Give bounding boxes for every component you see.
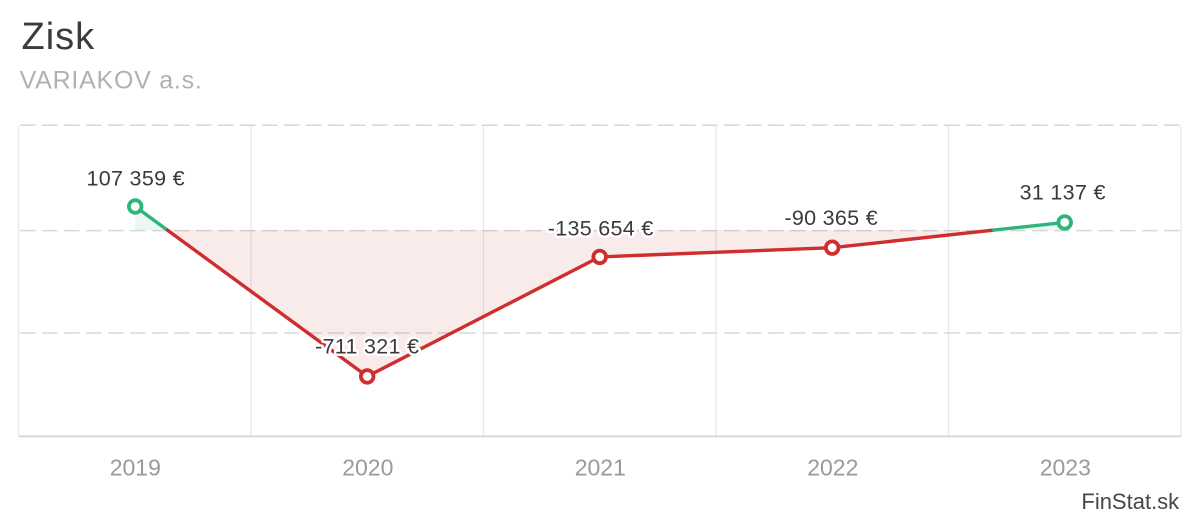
svg-text:2023: 2023 <box>1040 454 1091 480</box>
svg-text:-135 654 €: -135 654 € <box>548 216 654 240</box>
svg-text:-90 365 €: -90 365 € <box>784 206 878 230</box>
svg-text:2019: 2019 <box>110 454 161 480</box>
svg-text:107 359 €: 107 359 € <box>87 167 185 191</box>
svg-text:VARIAKOV a.s.: VARIAKOV a.s. <box>20 66 203 94</box>
svg-text:2022: 2022 <box>807 454 858 480</box>
svg-text:FinStat.sk: FinStat.sk <box>1081 489 1180 514</box>
svg-text:Zisk: Zisk <box>22 16 96 58</box>
svg-text:2020: 2020 <box>342 454 393 480</box>
svg-text:-711 321 €: -711 321 € <box>315 334 419 358</box>
svg-text:2021: 2021 <box>575 454 626 480</box>
svg-text:31 137 €: 31 137 € <box>1020 181 1106 205</box>
